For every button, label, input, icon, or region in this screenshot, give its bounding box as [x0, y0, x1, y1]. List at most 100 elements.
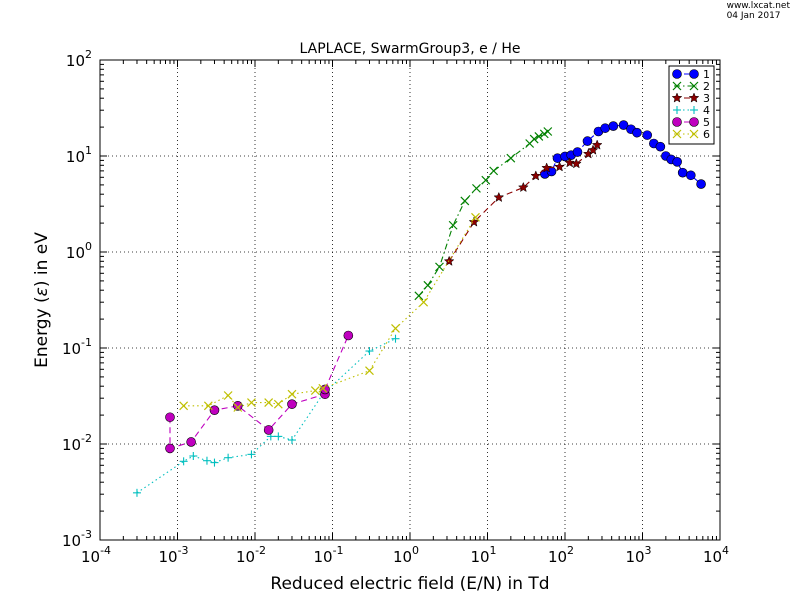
- data-point: [165, 412, 175, 423]
- legend-item: 2: [672, 80, 710, 93]
- data-point: [224, 453, 233, 462]
- marker-stroke: [689, 129, 699, 139]
- legend-marker: [672, 129, 682, 139]
- data-point: [391, 323, 400, 333]
- series-line: [169, 335, 349, 450]
- data-point: [287, 389, 297, 399]
- marker-stroke: [423, 280, 433, 290]
- marker-stroke: [472, 183, 481, 193]
- x-tick-label-exponent: -4: [100, 544, 111, 557]
- x-tick-label-base: 10: [158, 548, 177, 566]
- data-point: [203, 401, 213, 411]
- marker-stroke: [365, 366, 374, 376]
- marker-stroke: [435, 262, 444, 272]
- data-point: [189, 451, 198, 460]
- watermark: www.lxcat.net 04 Jan 2017: [727, 1, 790, 21]
- data-point: [530, 170, 542, 181]
- y-tick-label: 10-3: [62, 528, 92, 550]
- series-3: [443, 139, 603, 266]
- data-point: [132, 488, 141, 497]
- data-point: [517, 181, 529, 193]
- legend-label: 1: [703, 68, 710, 81]
- data-point: [554, 161, 565, 172]
- marker-stroke: [672, 129, 682, 139]
- data-point: [365, 366, 374, 376]
- data-point: [247, 398, 256, 408]
- data-point: [274, 432, 283, 441]
- ticks: 10-4 10-3 10-2 10-1 100 101 102 103 10410-310-21…: [62, 48, 729, 566]
- marker-stroke: [543, 127, 553, 136]
- data-point: [582, 136, 593, 146]
- data-point: [587, 144, 599, 155]
- marker-stroke: [448, 220, 458, 230]
- data-point: [546, 166, 557, 177]
- y-tick-label-base: 10: [66, 244, 85, 262]
- data-point: [677, 167, 688, 178]
- x-tick-label: 10-1: [313, 544, 343, 566]
- y-tick-label: 100: [66, 240, 92, 262]
- legend-label: 6: [703, 128, 710, 141]
- y-tick-label-base: 10: [62, 340, 81, 358]
- marker-stroke: [506, 153, 516, 163]
- marker-stroke: [233, 403, 243, 412]
- marker-stroke: [310, 386, 320, 396]
- data-point: [310, 386, 320, 396]
- series-line: [136, 338, 396, 494]
- y-tick-label: 10-2: [62, 432, 92, 454]
- data-point: [655, 141, 666, 152]
- data-point: [263, 425, 274, 435]
- marker-stroke: [481, 175, 491, 185]
- data-point: [471, 212, 480, 222]
- marker-stroke: [287, 389, 297, 399]
- data-point: [287, 436, 296, 445]
- x-tick-label-exponent: 3: [645, 544, 652, 557]
- x-tick-label: 101: [470, 544, 496, 566]
- data-point: [534, 131, 544, 141]
- data-point: [179, 457, 188, 466]
- data-point: [365, 347, 374, 356]
- x-tick-label-exponent: -1: [333, 544, 344, 557]
- marker-stroke: [489, 166, 499, 176]
- x-tick-label: 10-3: [158, 544, 188, 566]
- data-point: [600, 123, 610, 133]
- y-axis-label-suffix: ) in eV: [32, 232, 52, 287]
- marker-stroke: [672, 81, 682, 91]
- data-point: [489, 166, 499, 176]
- marker-stroke: [264, 398, 274, 408]
- x-tick-label: 102: [548, 544, 574, 566]
- data-point: [391, 334, 400, 343]
- data-point: [273, 399, 283, 409]
- legend-marker: [689, 129, 699, 139]
- data-point: [506, 153, 516, 163]
- x-tick-label-base: 10: [470, 548, 489, 566]
- chart-title: LAPLACE, SwarmGroup3, e / He: [300, 41, 521, 57]
- data-point: [572, 147, 583, 157]
- x-tick-label-base: 10: [393, 548, 412, 566]
- marker-stroke: [529, 134, 539, 144]
- data-point: [448, 220, 458, 230]
- x-tick-label-base: 10: [313, 548, 332, 566]
- data-point: [591, 139, 603, 150]
- legend-label: 2: [703, 80, 710, 93]
- data-point: [223, 391, 233, 400]
- y-axis-label: Energy (ε) in eV: [32, 232, 52, 368]
- x-tick-label-base: 10: [703, 548, 722, 566]
- data-point: [493, 191, 505, 203]
- y-tick-label-base: 10: [66, 52, 85, 70]
- x-tick-label-exponent: 1: [490, 544, 497, 557]
- legend-item: 4: [673, 104, 710, 117]
- data-point: [570, 158, 582, 169]
- legend-marker: [671, 92, 683, 103]
- x-tick-label-base: 10: [625, 548, 644, 566]
- legend-marker: [672, 81, 682, 91]
- data-point: [435, 262, 444, 272]
- data-point: [210, 458, 219, 467]
- data-point: [264, 398, 274, 408]
- marker-stroke: [318, 383, 328, 393]
- data-point: [419, 297, 429, 307]
- x-tick-label-exponent: 2: [567, 544, 574, 557]
- y-tick-label: 101: [66, 144, 92, 166]
- x-tick-label: 10-4: [81, 544, 111, 566]
- legend-label: 5: [703, 116, 710, 129]
- grid: [100, 60, 720, 540]
